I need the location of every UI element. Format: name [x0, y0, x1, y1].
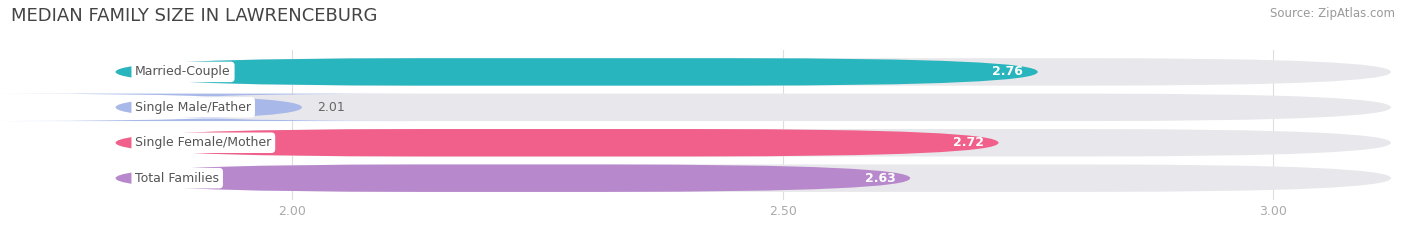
- Text: Single Female/Mother: Single Female/Mother: [135, 136, 271, 149]
- Text: MEDIAN FAMILY SIZE IN LAWRENCEBURG: MEDIAN FAMILY SIZE IN LAWRENCEBURG: [11, 7, 378, 25]
- FancyBboxPatch shape: [0, 94, 420, 121]
- FancyBboxPatch shape: [115, 58, 1391, 86]
- FancyBboxPatch shape: [115, 129, 1391, 157]
- FancyBboxPatch shape: [115, 58, 1038, 86]
- Text: 2.76: 2.76: [993, 65, 1024, 79]
- Text: 2.01: 2.01: [316, 101, 344, 114]
- Text: Source: ZipAtlas.com: Source: ZipAtlas.com: [1270, 7, 1395, 20]
- FancyBboxPatch shape: [115, 94, 1391, 121]
- Text: Single Male/Father: Single Male/Father: [135, 101, 252, 114]
- Text: Total Families: Total Families: [135, 172, 219, 185]
- Text: 2.72: 2.72: [953, 136, 984, 149]
- FancyBboxPatch shape: [115, 164, 1391, 192]
- Text: 2.63: 2.63: [865, 172, 896, 185]
- FancyBboxPatch shape: [115, 164, 910, 192]
- FancyBboxPatch shape: [115, 129, 998, 157]
- Text: Married-Couple: Married-Couple: [135, 65, 231, 79]
